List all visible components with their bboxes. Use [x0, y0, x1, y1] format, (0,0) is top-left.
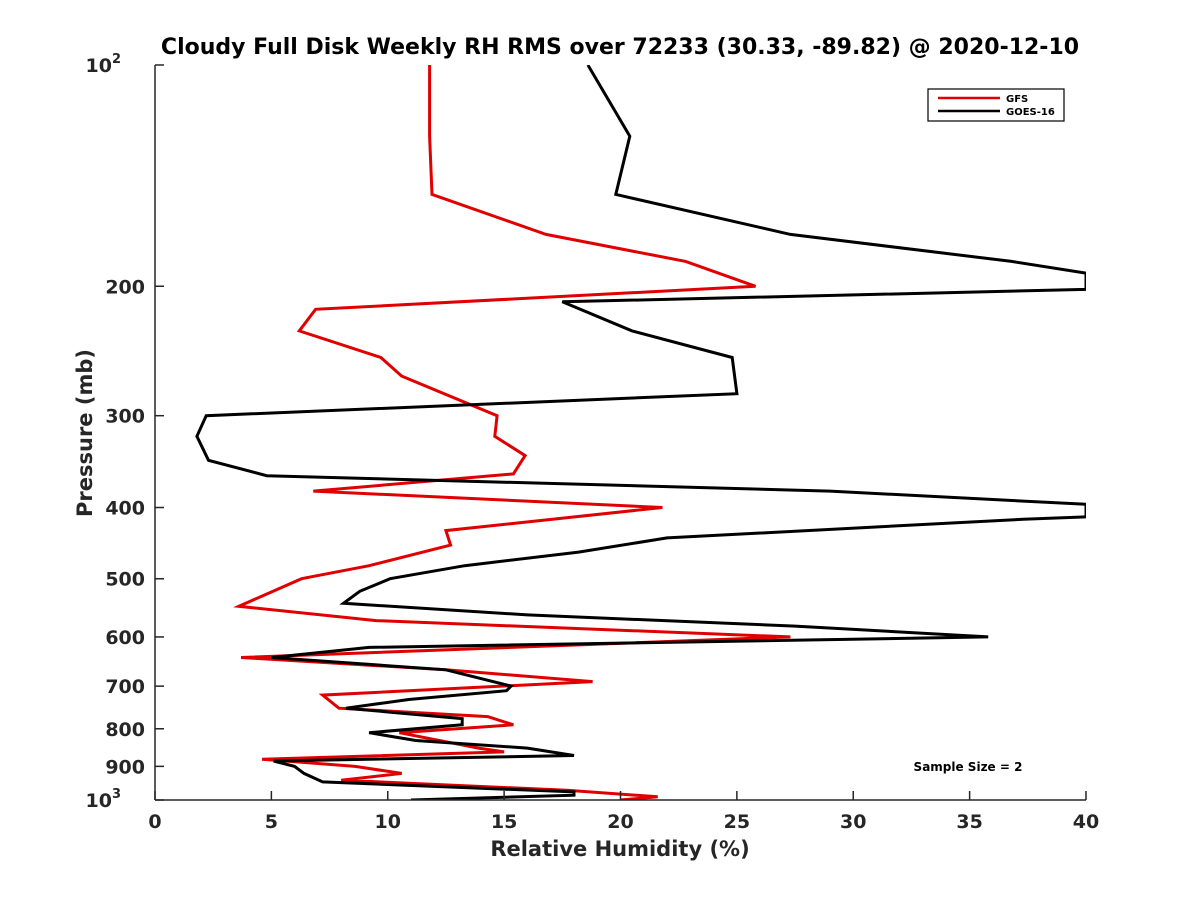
y-tick-label: 600: [105, 627, 145, 649]
y-tick-exponent: 3: [112, 787, 121, 802]
chart-title: Cloudy Full Disk Weekly RH RMS over 7223…: [161, 35, 1079, 60]
y-axis-label: Pressure (mb): [73, 349, 97, 517]
x-tick-label: 35: [956, 811, 982, 833]
x-tick-label: 20: [607, 811, 633, 833]
x-ticks: 0 5 10 15 20 25 30 35 40: [148, 791, 1099, 833]
x-tick-label: 10: [375, 811, 401, 833]
legend-label-goes16: GOES-16: [1006, 107, 1055, 118]
y-tick-exponent: 2: [112, 52, 121, 67]
legend-box: [927, 88, 1065, 122]
y-tick-label: 800: [105, 719, 145, 741]
x-tick-label: 5: [265, 811, 278, 833]
series-line-gfs: [233, 65, 791, 800]
y-tick-label: 300: [105, 406, 145, 428]
legend-label-gfs: GFS: [1006, 94, 1028, 105]
series-layer: [195, 65, 1086, 800]
x-tick-label: 25: [724, 811, 750, 833]
y-tick-label: 500: [105, 569, 145, 591]
legend: GFS GOES-16: [927, 88, 1065, 122]
sample-size-annotation: Sample Size = 2: [914, 760, 1023, 774]
y-tick-label: 400: [105, 498, 145, 520]
plot-area: [195, 65, 1086, 800]
y-tick-label: 900: [105, 756, 145, 778]
x-axis-label: Relative Humidity (%): [490, 837, 749, 861]
y-tick-label: 200: [105, 276, 145, 298]
x-tick-label: 40: [1073, 811, 1099, 833]
x-tick-label: 30: [840, 811, 866, 833]
series-line-goes16: [195, 65, 1086, 800]
x-tick-label: 15: [491, 811, 517, 833]
x-tick-label: 0: [148, 811, 161, 833]
y-tick-label: 700: [105, 676, 145, 698]
